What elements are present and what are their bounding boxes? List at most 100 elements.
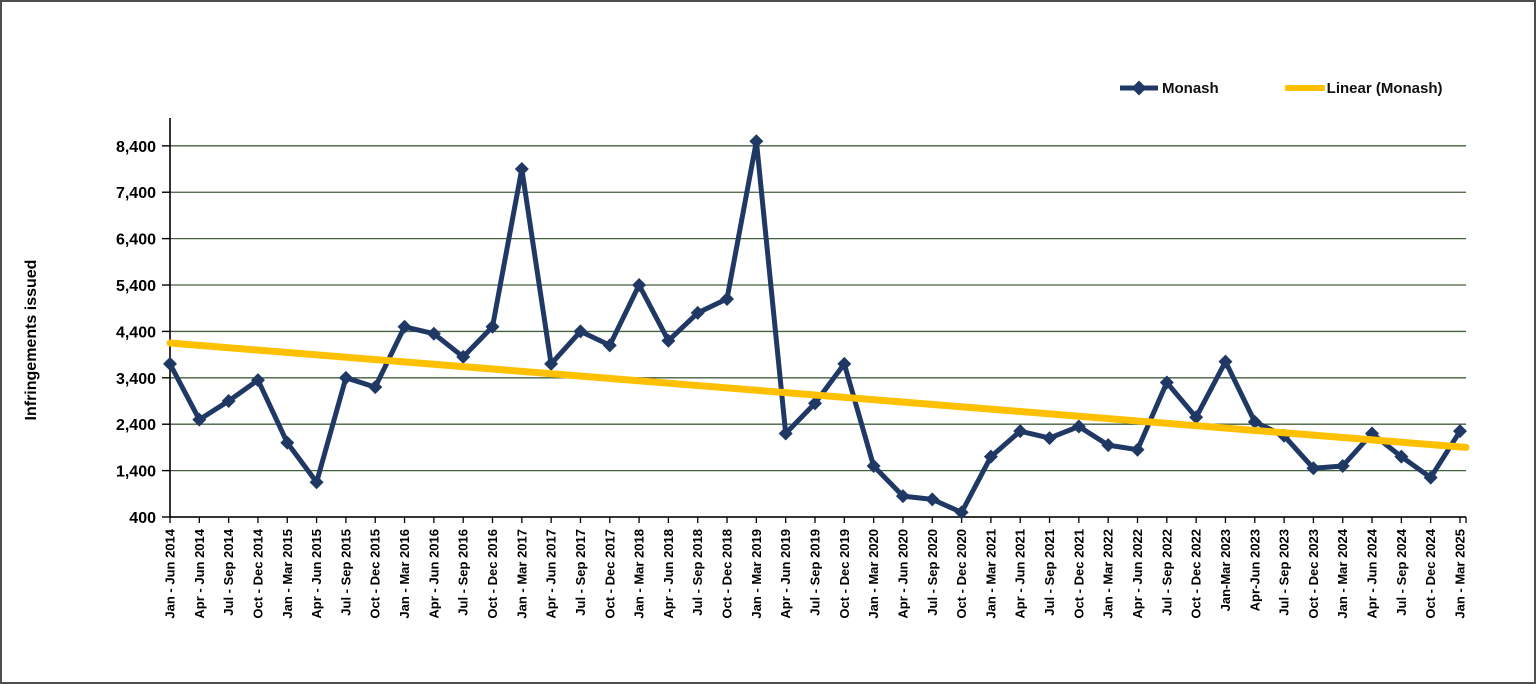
x-tick-label: Jul - Sep 2024 xyxy=(1394,528,1409,615)
linear-trendline-icon xyxy=(1284,85,1325,91)
monash-data-point xyxy=(1453,424,1467,439)
x-tick-label: Jul - Sep 2020 xyxy=(925,529,940,616)
monash-data-point xyxy=(426,326,441,341)
x-tick-label: Apr - Jun 2015 xyxy=(309,529,324,619)
x-tick-label: Oct - Dec 2014 xyxy=(250,528,265,618)
x-tick-label: Jan - Mar 2020 xyxy=(866,529,881,619)
x-tick-label: Oct - Dec 2017 xyxy=(602,529,617,619)
x-tick-label: Oct - Dec 2016 xyxy=(485,529,500,619)
legend-item-linear: Linear (Monash) xyxy=(1284,79,1443,97)
x-tick-label: Apr - Jun 2020 xyxy=(895,529,910,619)
monash-data-point xyxy=(368,380,383,395)
x-tick-label: Oct - Dec 2020 xyxy=(954,529,969,619)
legend-label-monash: Monash xyxy=(1162,79,1219,97)
x-tick-label: Jan - Mar 2019 xyxy=(749,529,764,619)
x-tick-label: Apr - Jun 2022 xyxy=(1130,529,1145,619)
monash-data-point xyxy=(690,305,705,320)
monash-data-point xyxy=(397,319,412,334)
monash-data-point xyxy=(1218,354,1233,369)
monash-data-point xyxy=(1189,410,1204,425)
x-tick-label: Jan - Mar 2025 xyxy=(1453,529,1468,619)
x-tick-label: Oct - Dec 2021 xyxy=(1071,529,1086,619)
monash-data-point xyxy=(808,396,822,411)
monash-data-point xyxy=(778,426,793,441)
y-tick-label: 5,400 xyxy=(116,278,156,295)
monash-data-point xyxy=(573,324,588,339)
x-tick-label: Jul - Sep 2021 xyxy=(1042,529,1057,616)
x-tick-label: Jul - Sep 2019 xyxy=(808,529,823,616)
monash-data-point xyxy=(983,449,998,464)
legend-item-monash: Monash xyxy=(1118,79,1219,97)
monash-data-point xyxy=(1071,419,1086,434)
y-tick-label: 400 xyxy=(129,510,156,527)
monash-data-point xyxy=(720,291,735,306)
x-tick-label: Oct - Dec 2023 xyxy=(1306,529,1321,619)
y-tick-label: 4,400 xyxy=(116,324,156,341)
monash-data-point xyxy=(925,492,940,507)
linear-trendline xyxy=(166,339,1470,451)
x-tick-label: Jan - Jun 2014 xyxy=(163,528,178,618)
monash-data-point xyxy=(866,458,881,473)
x-tick-label: Apr - Jun 2014 xyxy=(192,528,207,618)
monash-data-point xyxy=(1423,470,1438,485)
x-tick-label: Jul - Sep 2022 xyxy=(1159,529,1174,616)
monash-data-point xyxy=(1130,442,1145,457)
x-tick-label: Jan - Mar 2021 xyxy=(983,529,998,619)
x-tick-label: Jul - Sep 2014 xyxy=(221,528,236,615)
x-tick-label: Oct - Dec 2015 xyxy=(368,529,383,619)
monash-data-point xyxy=(338,370,353,385)
monash-data-point xyxy=(661,333,676,348)
x-tick-label: Jan-Mar 2023 xyxy=(1218,529,1233,611)
monash-data-point xyxy=(837,356,852,371)
x-tick-label: Oct - Dec 2018 xyxy=(720,529,735,619)
monash-data-point xyxy=(1042,431,1057,446)
x-tick-label: Jan - Mar 2015 xyxy=(280,529,295,619)
x-tick-label: Apr - Jun 2016 xyxy=(426,529,441,619)
monash-data-point xyxy=(632,278,647,293)
y-tick-label: 6,400 xyxy=(116,232,156,249)
x-tick-label: Jan - Mar 2018 xyxy=(632,529,647,619)
legend: Monash Linear (Monash) xyxy=(1118,79,1443,97)
monash-data-point xyxy=(1394,449,1409,464)
x-tick-label: Jul - Sep 2016 xyxy=(456,529,471,616)
monash-data-point xyxy=(1306,461,1321,476)
monash-data-point xyxy=(954,505,969,520)
x-tick-label: Apr - Jun 2017 xyxy=(544,529,559,619)
monash-data-point xyxy=(309,475,324,490)
monash-data-point xyxy=(485,319,500,334)
x-tick-label: Apr - Jun 2021 xyxy=(1013,529,1028,619)
monash-data-point xyxy=(221,394,236,409)
x-tick-label: Jan - Mar 2016 xyxy=(397,529,412,619)
monash-data-point xyxy=(280,435,295,450)
legend-label-linear: Linear (Monash) xyxy=(1326,79,1443,97)
y-tick-label: 3,400 xyxy=(116,371,156,388)
monash-series-line xyxy=(167,138,1463,515)
monash-data-point xyxy=(456,349,471,364)
x-tick-label: Apr-Jun 2023 xyxy=(1247,529,1262,611)
monash-data-point xyxy=(1159,375,1174,390)
monash-data-point xyxy=(895,489,910,504)
monash-data-point xyxy=(514,162,529,177)
x-tick-label: Jul - Sep 2015 xyxy=(338,529,353,616)
x-tick-label: Oct - Dec 2024 xyxy=(1423,528,1438,618)
y-tick-label: 2,400 xyxy=(116,417,156,434)
y-tick-label: 8,400 xyxy=(116,139,156,156)
y-tick-label: 7,400 xyxy=(116,185,156,202)
monash-data-point xyxy=(749,134,764,149)
x-tick-label: Oct - Dec 2019 xyxy=(837,529,852,619)
y-tick-label: 1,400 xyxy=(116,464,156,481)
x-tick-label: Apr - Jun 2019 xyxy=(778,529,793,619)
monash-data-point xyxy=(544,356,559,371)
x-tick-label: Apr - Jun 2018 xyxy=(661,529,676,619)
y-axis-title: Infringements issued xyxy=(23,259,40,421)
x-tick-label: Jul - Sep 2017 xyxy=(573,529,588,616)
monash-data-point xyxy=(1335,458,1350,473)
x-tick-label: Jul - Sep 2023 xyxy=(1277,529,1292,616)
x-tick-label: Apr - Jun 2024 xyxy=(1365,528,1380,618)
x-tick-label: Oct - Dec 2022 xyxy=(1189,529,1204,619)
x-tick-label: Jul - Sep 2018 xyxy=(690,529,705,616)
monash-data-point xyxy=(1013,424,1028,439)
monash-data-point xyxy=(192,412,207,427)
